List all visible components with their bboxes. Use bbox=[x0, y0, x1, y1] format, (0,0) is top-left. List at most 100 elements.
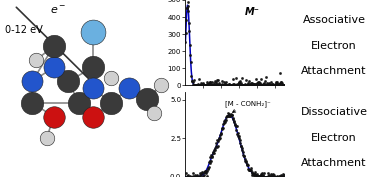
Point bbox=[259, 176, 265, 177]
Point bbox=[228, 113, 234, 116]
Point bbox=[238, 84, 244, 87]
Point bbox=[227, 84, 233, 87]
Point bbox=[214, 138, 220, 141]
Text: [M - CONH₂]⁻: [M - CONH₂]⁻ bbox=[225, 100, 271, 112]
Point bbox=[209, 155, 215, 158]
Point bbox=[203, 84, 209, 87]
Point bbox=[183, 176, 189, 177]
Point bbox=[126, 87, 132, 90]
Point bbox=[266, 84, 273, 87]
Point bbox=[234, 125, 240, 128]
Point bbox=[215, 84, 221, 87]
Point bbox=[274, 81, 280, 83]
Point bbox=[206, 165, 212, 168]
Point bbox=[196, 84, 202, 87]
Point bbox=[212, 149, 218, 152]
Point bbox=[233, 129, 239, 131]
Point bbox=[253, 78, 259, 81]
Point bbox=[206, 82, 212, 85]
Point bbox=[185, 174, 191, 176]
Point bbox=[76, 101, 82, 104]
Point bbox=[205, 167, 211, 170]
Point bbox=[237, 79, 243, 82]
Point bbox=[184, 4, 191, 7]
Point bbox=[251, 175, 257, 177]
Point bbox=[191, 176, 197, 177]
Point bbox=[219, 126, 225, 129]
Point bbox=[271, 176, 277, 177]
Point bbox=[202, 84, 208, 87]
Point bbox=[190, 174, 196, 177]
Point bbox=[217, 136, 223, 139]
Point bbox=[261, 81, 267, 84]
Point bbox=[277, 82, 283, 85]
Point bbox=[274, 84, 280, 87]
Point bbox=[269, 83, 275, 86]
Point bbox=[226, 84, 232, 87]
Point bbox=[213, 145, 219, 147]
Point bbox=[231, 120, 237, 123]
Point bbox=[275, 176, 281, 177]
Point bbox=[243, 159, 249, 162]
Point bbox=[212, 147, 218, 150]
Point bbox=[225, 114, 231, 117]
Point bbox=[242, 84, 248, 86]
Point bbox=[277, 176, 283, 177]
Text: Electron: Electron bbox=[311, 41, 357, 51]
Point bbox=[227, 114, 233, 117]
Point bbox=[186, 176, 192, 177]
Point bbox=[202, 170, 208, 172]
Point bbox=[243, 84, 249, 87]
Point bbox=[217, 84, 223, 87]
Point bbox=[211, 149, 217, 152]
Point bbox=[231, 120, 237, 123]
Point bbox=[223, 115, 229, 118]
Point bbox=[278, 173, 284, 176]
Point bbox=[248, 84, 254, 87]
Point bbox=[248, 167, 254, 169]
Point bbox=[247, 168, 253, 171]
Point bbox=[256, 175, 262, 177]
Point bbox=[239, 84, 245, 87]
Point bbox=[201, 174, 207, 176]
Point bbox=[252, 84, 258, 87]
Point bbox=[234, 132, 240, 135]
Point bbox=[215, 140, 222, 143]
Point bbox=[190, 172, 196, 174]
Point bbox=[191, 84, 197, 87]
Point bbox=[193, 84, 199, 87]
Point bbox=[198, 176, 204, 177]
Point bbox=[184, 174, 190, 177]
Point bbox=[209, 155, 215, 158]
Point bbox=[192, 176, 198, 177]
Point bbox=[245, 168, 251, 171]
Point bbox=[239, 147, 245, 150]
Point bbox=[235, 84, 241, 87]
Point bbox=[195, 84, 201, 87]
Point bbox=[222, 84, 228, 87]
Point bbox=[203, 84, 209, 87]
Point bbox=[218, 84, 225, 87]
Point bbox=[225, 84, 231, 87]
Point bbox=[254, 173, 260, 176]
Point bbox=[279, 84, 285, 87]
Point bbox=[206, 162, 212, 165]
Point bbox=[210, 84, 216, 87]
Point bbox=[184, 176, 190, 177]
Point bbox=[275, 176, 281, 177]
Text: Dissociative: Dissociative bbox=[301, 107, 367, 117]
Point bbox=[224, 84, 230, 87]
Point bbox=[203, 175, 209, 177]
Point bbox=[280, 84, 286, 87]
Point bbox=[246, 169, 252, 171]
Point bbox=[275, 82, 281, 85]
Point bbox=[260, 174, 266, 177]
Point bbox=[29, 101, 35, 104]
Point bbox=[185, 176, 191, 177]
Point bbox=[268, 176, 274, 177]
Point bbox=[186, 30, 192, 32]
Point bbox=[254, 82, 260, 84]
Point bbox=[261, 83, 267, 86]
Point bbox=[188, 75, 194, 77]
Point bbox=[203, 80, 209, 83]
